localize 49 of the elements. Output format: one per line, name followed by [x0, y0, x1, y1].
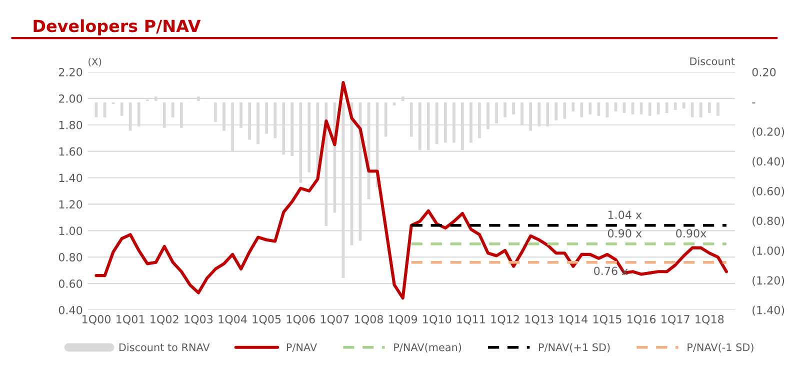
x-tick-label: 1Q14	[559, 315, 588, 325]
y2-tick-label: (0.80)	[752, 216, 784, 226]
y2-tick-label: (1.40)	[752, 306, 784, 316]
x-tick-label: 1Q11	[457, 315, 485, 325]
x-tick-label: 1Q07	[320, 315, 349, 325]
y-tick-label: 2.00	[58, 94, 82, 103]
y-tick-label: 0.80	[58, 253, 82, 262]
x-tick-label: 1Q05	[252, 315, 281, 325]
x-tick-label: 1Q06	[286, 315, 315, 325]
x-tick-label: 1Q00	[82, 315, 110, 325]
y2-tick-label: (1.20)	[752, 276, 784, 286]
legend-label: P/NAV(mean)	[394, 343, 462, 352]
y-tick-label: 0.60	[58, 279, 82, 288]
x-tick-label: 1Q13	[525, 315, 554, 325]
y2-tick-label: (0.60)	[752, 186, 784, 197]
chart-title: Developers P/NAV	[34, 19, 201, 36]
annotation: 1.04 x	[608, 210, 642, 220]
y-tick-label: 1.20	[59, 200, 82, 209]
x-tick-label: 1Q10	[423, 315, 452, 325]
x-tick-label: 1Q01	[116, 315, 144, 325]
y2-tick-label: (0.40)	[752, 157, 784, 167]
x-tick-label: 1Q15	[593, 315, 622, 325]
legend-label: P/NAV(+1 SD)	[539, 343, 610, 352]
y2-tick-label: 0.20	[752, 68, 776, 76]
y-tick-label: 1.80	[59, 120, 82, 130]
y-tick-label: 1.00	[59, 226, 82, 236]
x-tick-label: 1Q12	[491, 315, 519, 325]
x-tick-label: 1Q08	[355, 315, 383, 325]
x-tick-label: 1Q03	[184, 315, 213, 325]
y-tick-label: 0.40	[58, 306, 82, 314]
x-tick-label: 1Q02	[150, 315, 178, 325]
y2-tick-label: (0.20)	[752, 127, 784, 138]
annotation: 0.90x	[676, 229, 706, 238]
annotation: 0.90 x	[608, 229, 642, 238]
x-tick-label: 1Q16	[628, 315, 656, 325]
legend-label: Discount to RNAV	[119, 343, 210, 352]
legend-label: P/NAV(-1 SD)	[688, 343, 754, 352]
legend-label: P/NAV	[286, 343, 317, 352]
y-tick-label: 2.20	[58, 68, 82, 76]
y-tick-label: 1.40	[59, 174, 82, 182]
y-axis-title: (X)	[88, 58, 102, 66]
y-tick-label: 1.60	[59, 147, 82, 156]
x-tick-label: 1Q04	[218, 315, 247, 325]
y2-axis-title: Discount	[690, 57, 735, 66]
x-tick-label: 1Q17	[662, 315, 690, 325]
x-tick-label: 1Q18	[696, 315, 724, 325]
y2-tick-label: -	[752, 102, 756, 104]
y2-tick-label: (1.00)	[752, 246, 784, 256]
x-tick-label: 1Q09	[389, 315, 418, 325]
